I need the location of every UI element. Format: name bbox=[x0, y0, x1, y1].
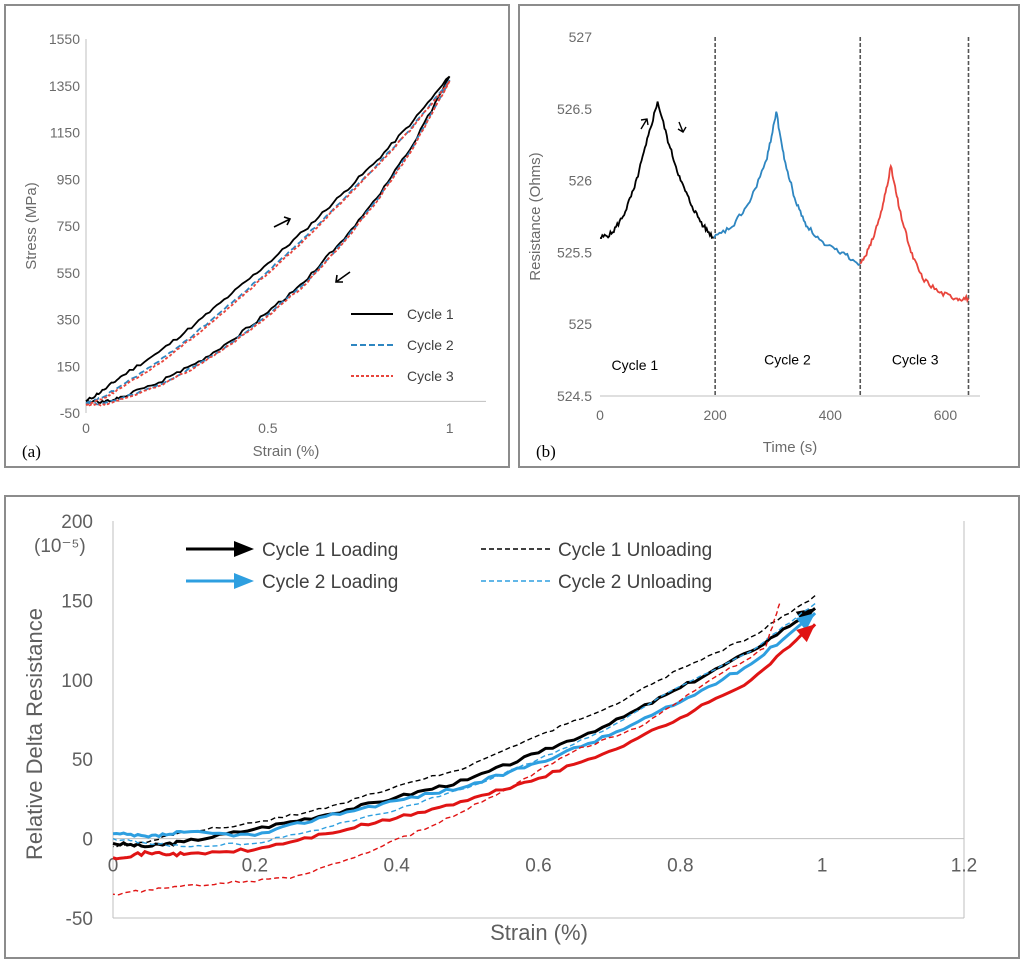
panel-c-relative-delta-resistance: -50 0 50 100 150 200 0 0.2 0.4 0.6 0.8 1 1.2 (10⁻⁵) St… bbox=[4, 495, 1020, 959]
y-tick-label: 1150 bbox=[50, 125, 80, 141]
y-axis-title: Resistance (Ohms) bbox=[527, 152, 544, 280]
series-line-cycle-2-unloading bbox=[112, 603, 816, 848]
chart-a-svg: -50 150 350 550 750 950 1150 1350 1550 0 0.5 1 Strai… bbox=[22, 31, 486, 461]
y-tick-label: 525.5 bbox=[557, 244, 592, 260]
series-line-cycle-3-unloading bbox=[85, 80, 451, 407]
series-line-cycle-1-loading bbox=[85, 75, 451, 402]
x-tick-label: 0 bbox=[82, 420, 90, 436]
y-tick-label: 526 bbox=[569, 173, 593, 189]
cycle-label: Cycle 2 bbox=[764, 351, 811, 367]
series-line-cycle-1-loading bbox=[112, 607, 817, 849]
x-axis-title: Strain (%) bbox=[490, 920, 588, 945]
arrowhead-cycle-2-loading bbox=[796, 613, 816, 631]
y-tick-label: 50 bbox=[72, 750, 93, 771]
cycle-label: Cycle 3 bbox=[892, 351, 939, 367]
x-tick-label: 200 bbox=[703, 407, 727, 423]
y-tick-label: 1350 bbox=[49, 78, 80, 94]
x-tick-label: 1 bbox=[817, 856, 828, 877]
legend-label: Cycle 1 bbox=[407, 306, 454, 322]
x-tick-label: 0 bbox=[108, 856, 119, 877]
y-tick-label: 526.5 bbox=[557, 101, 592, 117]
resistance-line-cycle-3 bbox=[859, 163, 970, 304]
x-axis-title: Time (s) bbox=[763, 439, 817, 456]
series-line-cycle-2-unloading bbox=[85, 79, 451, 406]
legend-label: Cycle 1 Unloading bbox=[558, 540, 712, 561]
up-arrow-icon bbox=[640, 118, 649, 130]
y-tick-label: 950 bbox=[57, 171, 81, 187]
legend-label: Cycle 2 Unloading bbox=[558, 572, 712, 593]
y-axis-unit: (10⁻⁵) bbox=[34, 536, 86, 557]
legend-label: Cycle 1 Loading bbox=[262, 540, 398, 561]
x-tick-label: 400 bbox=[819, 407, 843, 423]
panel-label: (b) bbox=[536, 442, 556, 461]
arrowhead-cycle-3-loading bbox=[796, 624, 816, 643]
y-tick-label: 550 bbox=[57, 265, 81, 281]
series-line-cycle-2-loading bbox=[112, 612, 817, 839]
resistance-line-cycle-1 bbox=[599, 101, 715, 240]
y-tick-label: -50 bbox=[60, 405, 80, 421]
series-line-cycle-3-loading bbox=[112, 623, 817, 861]
x-tick-label: 0.4 bbox=[383, 856, 410, 877]
series-line-cycle-3-unloading bbox=[112, 603, 781, 896]
panel-b-resistance-time: 524.5 525 525.5 526 526.5 527 0 200 400 600 Time (… bbox=[518, 4, 1020, 468]
x-tick-label: 0.5 bbox=[258, 420, 278, 436]
legend-arrowhead-cycle-2-loading bbox=[234, 573, 254, 589]
y-tick-label: -50 bbox=[66, 909, 93, 930]
y-tick-label: 524.5 bbox=[557, 388, 592, 404]
x-tick-label: 600 bbox=[934, 407, 958, 423]
y-tick-label: 150 bbox=[57, 358, 81, 374]
cycle-label: Cycle 1 bbox=[612, 357, 659, 373]
x-tick-label: 0.2 bbox=[242, 856, 268, 877]
x-axis-title: Strain (%) bbox=[253, 443, 320, 460]
legend-label: Cycle 3 bbox=[407, 368, 454, 384]
legend-label: Cycle 2 Loading bbox=[262, 572, 398, 593]
chart-c-svg: -50 0 50 100 150 200 0 0.2 0.4 0.6 0.8 1 1.2 (10⁻⁵) St… bbox=[22, 512, 977, 945]
resistance-line-cycle-2 bbox=[713, 111, 861, 267]
y-tick-label: 525 bbox=[569, 316, 593, 332]
legend-arrowhead-cycle-1-loading bbox=[234, 541, 254, 557]
y-tick-label: 200 bbox=[61, 512, 93, 533]
unloading-arrow-icon bbox=[335, 271, 351, 283]
series-line-cycle-1-unloading bbox=[85, 75, 451, 404]
y-tick-label: 150 bbox=[61, 591, 93, 612]
legend-label: Cycle 2 bbox=[407, 337, 454, 353]
y-tick-label: 750 bbox=[57, 218, 81, 234]
y-tick-label: 350 bbox=[57, 312, 81, 328]
y-tick-label: 100 bbox=[61, 671, 93, 692]
panel-a-stress-strain: -50 150 350 550 750 950 1150 1350 1550 0 0.5 1 Strai… bbox=[4, 4, 510, 468]
y-axis-title: Relative Delta Resistance bbox=[22, 608, 47, 860]
x-tick-label: 1.2 bbox=[951, 856, 977, 877]
y-tick-label: 0 bbox=[82, 830, 93, 851]
loading-arrow-icon bbox=[273, 216, 292, 228]
y-axis-title: Stress (MPa) bbox=[23, 182, 40, 270]
panel-label: (a) bbox=[22, 442, 41, 461]
x-tick-label: 0 bbox=[596, 407, 604, 423]
series-line-cycle-1-unloading bbox=[112, 595, 816, 848]
series-line-cycle-3-loading bbox=[85, 80, 451, 406]
y-tick-label: 1550 bbox=[49, 31, 80, 47]
y-tick-label: 527 bbox=[569, 29, 593, 45]
x-tick-label: 0.6 bbox=[525, 856, 551, 877]
chart-b-svg: 524.5 525 525.5 526 526.5 527 0 200 400 600 Time (… bbox=[527, 29, 980, 461]
down-arrow-icon bbox=[677, 121, 687, 133]
x-tick-label: 1 bbox=[446, 420, 454, 436]
x-tick-label: 0.8 bbox=[667, 856, 693, 877]
series-line-cycle-2-loading bbox=[85, 79, 451, 405]
